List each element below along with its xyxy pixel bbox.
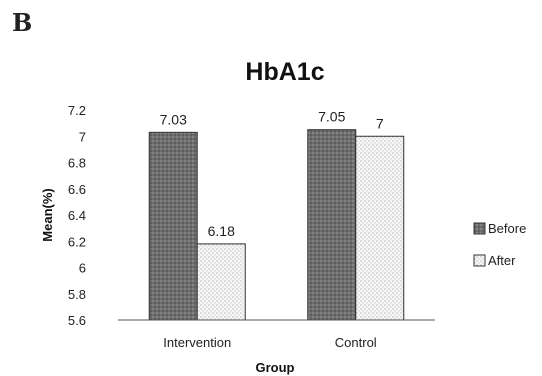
bar-after-control [355,135,405,321]
panel-label: B [12,8,33,37]
x-tick-label: Intervention [163,335,231,350]
legend-label-before: Before [488,221,526,236]
x-axis-label: Group [256,360,295,375]
bar-after-intervention [196,243,246,321]
y-tick-label: 5.6 [68,313,86,328]
data-label: 7.03 [160,111,187,127]
y-tick-label: 7.2 [68,103,86,118]
legend: Before After [473,221,526,268]
bar-before-intervention [148,131,198,321]
x-axis-ticks: Intervention Control [163,335,377,350]
bars [148,129,405,321]
y-tick-label: 6 [79,261,86,276]
y-tick-label: 6.2 [68,234,86,249]
y-tick-label: 6.8 [68,156,86,171]
data-labels: 7.03 6.18 7.05 7 [160,109,384,239]
bar-before-control [307,129,357,321]
data-label: 6.18 [208,223,235,239]
y-axis-label: Mean(%) [40,188,55,241]
data-label: 7 [376,115,384,131]
legend-label-after: After [488,253,516,268]
y-tick-label: 6.6 [68,182,86,197]
data-label: 7.05 [318,109,345,125]
legend-swatch-before [473,222,486,235]
y-tick-label: 6.4 [68,208,86,223]
legend-swatch-after [473,254,486,267]
y-tick-label: 7 [79,129,86,144]
x-tick-label: Control [335,335,377,350]
y-tick-label: 5.8 [68,287,86,302]
y-axis-ticks: 5.6 5.8 6 6.2 6.4 6.6 6.8 7 7.2 [68,103,86,328]
chart-title: HbA1c [245,58,324,86]
